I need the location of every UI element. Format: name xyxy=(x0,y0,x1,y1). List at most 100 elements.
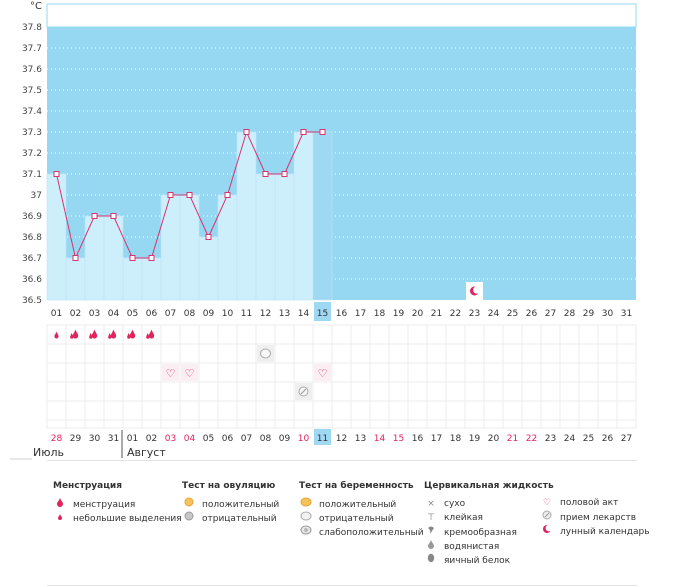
cycle-day-label: 25 xyxy=(507,309,518,319)
legend-title: Тест на овуляцию xyxy=(182,481,276,491)
legend-label: водянистая xyxy=(444,542,500,552)
legend-label: сухо xyxy=(444,499,466,509)
temperature-point xyxy=(281,171,288,177)
legend-label: кремообразная xyxy=(444,528,517,538)
calendar-date-label: 23 xyxy=(545,434,556,444)
temperature-point xyxy=(91,213,98,219)
cycle-day-label: 09 xyxy=(203,309,215,319)
cycle-day-label: 13 xyxy=(279,309,290,319)
cycle-day-label: 11 xyxy=(241,309,252,319)
cycle-day-label: 07 xyxy=(165,309,176,319)
heart-icon: ♡ xyxy=(542,498,552,508)
legend-label: отрицательный xyxy=(319,514,394,524)
cycle-day-label: 28 xyxy=(564,309,576,319)
temperature-bar xyxy=(255,173,276,301)
legend-item: положительный xyxy=(299,497,424,511)
cycle-day-label: 01 xyxy=(51,309,62,319)
cycle-day-label: 05 xyxy=(127,309,138,319)
y-tick-label: 36.7 xyxy=(22,254,42,264)
calendar-date-label: 18 xyxy=(450,434,462,444)
legend-item: небольшие выделения xyxy=(53,511,182,525)
calendar-date-label: 08 xyxy=(260,434,272,444)
calendar-date-label: 05 xyxy=(203,434,214,444)
temperature-point xyxy=(186,192,193,198)
legend-item: менструация xyxy=(53,497,182,511)
y-tick-label: 37.4 xyxy=(22,107,42,117)
legend-item: водянистая xyxy=(424,539,554,553)
cycle-day-label: 10 xyxy=(222,309,234,319)
creamy-icon xyxy=(424,525,438,540)
cycle-day-label: 24 xyxy=(488,309,500,319)
calendar-date-label: 27 xyxy=(621,434,632,444)
cycle-day-label: 22 xyxy=(450,309,461,319)
legend-item: отрицательный xyxy=(299,511,424,525)
y-tick-label: 37.6 xyxy=(22,65,42,75)
temperature-bar xyxy=(293,131,314,301)
calendar-date-label: 07 xyxy=(241,434,252,444)
chart-top-strip xyxy=(46,3,637,28)
calendar-date-label: 24 xyxy=(564,434,576,444)
legend-item: кремообразная xyxy=(424,525,554,539)
calendar-date-label: 31 xyxy=(108,434,119,444)
spotting-icon xyxy=(53,511,67,526)
y-tick-label: 37.2 xyxy=(22,149,42,159)
legend-item: слабоположительный xyxy=(299,525,424,539)
y-tick-label: 37.8 xyxy=(22,23,42,33)
calendar-date-label: 17 xyxy=(431,434,442,444)
month-label-august: Август xyxy=(127,446,166,459)
y-tick-label: 37.7 xyxy=(22,44,42,54)
current-day-highlight xyxy=(314,302,331,321)
pregnancy-positive-icon xyxy=(299,497,313,512)
pregnancy-negative-icon xyxy=(299,511,313,526)
calendar-date-label: 12 xyxy=(336,434,347,444)
moon-icon xyxy=(540,524,554,539)
legend-title: Тест на беременность xyxy=(299,481,414,491)
legend-item: ♡ половой акт xyxy=(540,496,650,510)
month-label-july: Июль xyxy=(33,446,65,459)
temperature-point xyxy=(167,192,174,198)
calendar-date-label: 22 xyxy=(526,434,537,444)
calendar-date-label: 29 xyxy=(70,434,82,444)
moon-icon-cutout xyxy=(473,286,481,294)
calendar-date-label: 13 xyxy=(355,434,366,444)
temperature-point xyxy=(319,129,326,135)
cycle-day-label: 15 xyxy=(317,309,328,319)
temperature-point xyxy=(262,171,269,177)
egg-white-icon xyxy=(424,553,438,568)
temperature-point xyxy=(224,192,231,198)
cycle-day-label: 12 xyxy=(260,309,271,319)
cycle-day-label: 19 xyxy=(393,309,405,319)
cycle-day-label: 30 xyxy=(602,309,614,319)
menstruation-icon-small xyxy=(146,333,150,339)
calendar-date-label: 06 xyxy=(222,434,234,444)
calendar-date-label: 25 xyxy=(583,434,594,444)
y-tick-label: 36.8 xyxy=(22,233,42,243)
temperature-point xyxy=(129,255,136,261)
legend-label: положительный xyxy=(319,500,397,510)
heart-icon: ♡ xyxy=(318,367,328,380)
menstruation-icon-small xyxy=(70,333,74,339)
intercourse-cell xyxy=(314,364,331,381)
temperature-point xyxy=(110,213,117,219)
cycle-day-label: 27 xyxy=(545,309,556,319)
menstruation-icon xyxy=(53,497,67,512)
menstruation-icon-small xyxy=(127,333,131,339)
y-tick-label: 36.9 xyxy=(22,212,42,222)
cycle-day-label: 23 xyxy=(469,309,480,319)
temperature-point xyxy=(243,129,250,135)
calendar-date-label: 11 xyxy=(317,434,328,444)
cycle-day-label: 26 xyxy=(526,309,538,319)
cycle-day-label: 20 xyxy=(412,309,424,319)
cycle-day-label: 04 xyxy=(108,309,120,319)
temperature-bar xyxy=(46,173,67,301)
temperature-bar xyxy=(84,215,105,301)
menstruation-icon xyxy=(148,329,155,339)
calendar-date-label: 14 xyxy=(374,434,386,444)
calendar-date-label: 01 xyxy=(127,434,138,444)
cycle-day-label: 14 xyxy=(298,309,310,319)
calendar-date-label: 09 xyxy=(279,434,291,444)
heart-icon: ♡ xyxy=(185,367,195,380)
cycle-day-label: 02 xyxy=(70,309,81,319)
menstruation-icon xyxy=(91,329,98,339)
calendar-date-label: 10 xyxy=(298,434,310,444)
